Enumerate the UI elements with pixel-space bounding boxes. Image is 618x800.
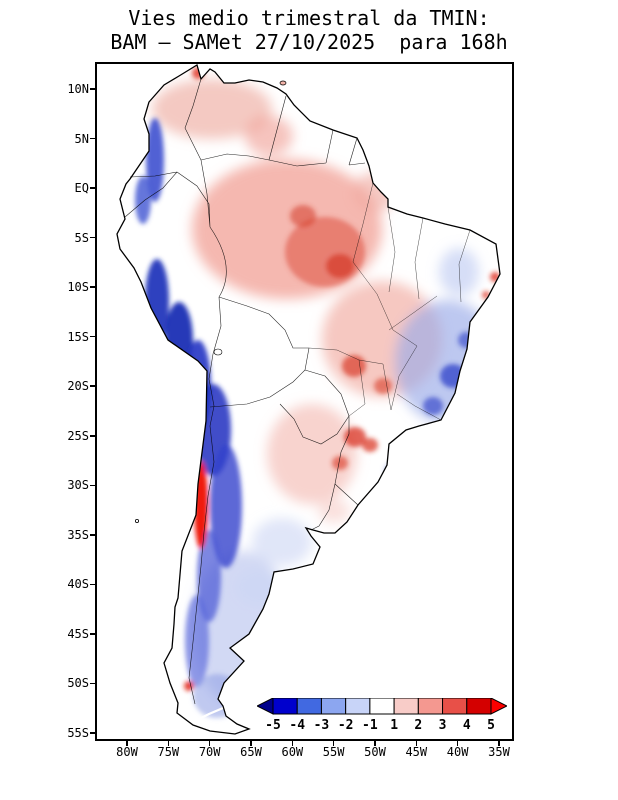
lon-tick-label: 50W — [364, 745, 386, 759]
lat-tick-label: 55S — [67, 725, 89, 740]
lat-tick-mark — [90, 286, 97, 288]
colorbar-tick-label: -2 — [338, 718, 354, 733]
colorbar-box — [320, 697, 347, 715]
state-borders — [308, 182, 471, 421]
lat-tick-label: 10S — [67, 280, 89, 295]
lat-tick-label: 5N — [74, 131, 89, 146]
lon-tick-mark — [250, 739, 252, 746]
lon-tick-mark — [415, 739, 418, 746]
lat-tick-mark — [90, 633, 97, 635]
lake-titicaca — [213, 348, 223, 356]
lon-tick-mark — [291, 739, 294, 746]
lat-tick-label: 10N — [67, 82, 89, 96]
colorbar-tick-label: -1 — [362, 718, 378, 733]
lon-tick-mark — [498, 739, 500, 746]
colorbar-box — [442, 697, 468, 715]
lat-tick-label: 35S — [67, 527, 89, 542]
lon-tick-label: 40W — [446, 745, 469, 759]
colorbar-tick-label: 1 — [390, 718, 398, 733]
colorbar-legend: -5 -4 -3 -2 -1 1 2 3 4 5 — [255, 697, 509, 734]
lat-tick-label: 50S — [67, 676, 89, 691]
lat-tick-mark — [90, 137, 97, 140]
colorbar-box — [296, 697, 322, 715]
colorbar-tick-label: 5 — [487, 718, 495, 733]
lat-tick-label: 5S — [74, 230, 89, 245]
lat-tick-mark — [90, 435, 97, 437]
map-plot-frame: -5 -4 -3 -2 -1 1 2 3 4 5 10N 5N EQ 5S 10S 15S 20S 25S 30S… — [67, 62, 514, 759]
colorbar-box — [369, 697, 395, 715]
colorbar-tick-label: 4 — [463, 718, 471, 733]
strait-of-magellan — [194, 706, 224, 722]
colorbar-box — [272, 697, 298, 715]
colorbar-tick-label: -5 — [265, 718, 281, 733]
colorbar-box — [417, 697, 444, 715]
colorbar-tick-label: 2 — [414, 718, 422, 733]
lat-tick-mark — [90, 187, 97, 189]
lat-tick-mark — [90, 732, 97, 734]
lon-tick-label: 80W — [116, 745, 138, 759]
lat-tick-mark — [90, 385, 97, 387]
lon-tick-mark — [126, 739, 128, 746]
colorbar-tick-label: 3 — [439, 718, 447, 733]
lat-tick-label: EQ — [74, 181, 89, 196]
lat-tick-mark — [90, 335, 97, 338]
colorbar-box — [393, 697, 419, 715]
colorbar-tick-label: -3 — [314, 718, 330, 733]
south-america-bias-map — [116, 64, 501, 735]
colorbar-svg: -5 -4 -3 -2 -1 1 2 3 4 5 — [255, 697, 509, 733]
lat-tick-mark — [90, 583, 97, 586]
country-borders — [124, 78, 366, 705]
lat-tick-mark — [90, 484, 97, 487]
juan-fernandez-island — [135, 518, 140, 523]
lat-tick-mark — [90, 682, 97, 685]
lon-tick-mark — [332, 739, 335, 746]
colorbar-tick-label: -4 — [289, 718, 305, 733]
bias-field-overlay — [135, 67, 500, 718]
lat-tick-label: 15S — [67, 329, 89, 344]
lat-tick-label: 40S — [67, 577, 89, 592]
colorbar-box — [345, 697, 371, 715]
lat-tick-label: 25S — [67, 428, 89, 443]
lon-tick-mark — [167, 739, 170, 746]
trinidad-island — [279, 80, 287, 86]
colorbar-right-arrow — [490, 697, 509, 715]
lon-tick-label: 65W — [240, 745, 262, 759]
figure-title-line1: Vies medio trimestral da TMIN: — [128, 6, 490, 30]
figure-title-line2: BAM – SAMet 27/10/2025 para 168h — [110, 30, 508, 54]
lon-tick-label: 60W — [281, 745, 304, 759]
lon-tick-mark — [374, 739, 376, 746]
lon-tick-label: 70W — [198, 745, 221, 759]
lat-tick-mark — [90, 88, 97, 90]
lon-tick-mark — [208, 739, 211, 746]
lon-tick-label: 75W — [157, 745, 180, 759]
lat-tick-mark — [90, 236, 97, 239]
lon-tick-label: 35W — [488, 745, 510, 759]
colorbar-box — [466, 697, 492, 715]
lat-tick-label: 45S — [67, 626, 89, 641]
lat-tick-label: 20S — [67, 379, 89, 394]
lat-tick-label: 30S — [67, 478, 89, 493]
colorbar-left-arrow — [255, 697, 274, 715]
lon-tick-label: 55W — [322, 745, 345, 759]
lat-tick-mark — [90, 534, 97, 536]
lon-tick-label: 45W — [405, 745, 428, 759]
lon-tick-mark — [456, 739, 459, 746]
